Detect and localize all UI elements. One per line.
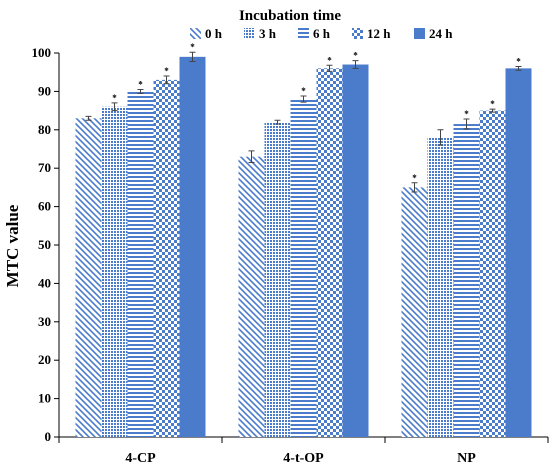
legend-label: 0 h [205,26,223,41]
error-bar [274,119,281,125]
legend-label: 6 h [313,26,331,41]
y-tick-label: 100 [32,45,52,60]
y-tick-label: 90 [38,83,51,98]
bar-4-CP-0h [75,118,102,437]
bar-4-t-OP-0h [238,156,265,437]
bar-4-t-OP-6h [290,99,317,437]
legend-title: Incubation time [239,8,341,24]
y-tick-label: 40 [38,275,51,290]
error-bar [111,102,118,112]
bar-4-t-OP-12h [316,68,343,438]
y-tick-label: 50 [38,237,51,252]
significance-marker: * [464,109,469,119]
error-bar [300,95,307,103]
error-bar [515,65,522,71]
error-bar [489,108,496,113]
error-bar [137,88,144,94]
error-bar [463,118,470,130]
bar-4-CP-12h [153,79,180,437]
legend-label: 3 h [259,26,277,41]
y-tick-label: 20 [38,352,51,367]
x-category-label: NP [457,451,476,466]
legend: 0 h 3 h 6 h 12 h 24 h [190,26,453,41]
bar-4-CP-3h [101,106,128,437]
x-category-label: 4-t-OP [283,451,324,466]
axes: 0 10 20 30 40 50 60 70 80 90 100 4-CP 4-t-OP NP [32,45,549,466]
y-axis-title: MTC value [3,204,22,287]
bar-NP-24h [505,68,532,438]
bar-NP-6h [453,124,480,437]
error-bar [411,182,418,193]
error-bar [85,115,92,121]
significance-marker: * [190,42,195,52]
bar-4-CP-24h [179,56,206,438]
legend-swatch [244,28,255,39]
significance-marker: * [353,51,358,61]
error-bar [163,75,170,85]
legend-swatch [352,28,363,39]
bar-NP-0h [401,187,428,437]
bar-4-CP-6h [127,91,154,438]
x-category-label: 4-CP [125,451,156,466]
significance-marker: * [138,79,143,89]
bar-4-t-OP-24h [342,64,369,438]
significance-marker: * [112,93,117,103]
y-tick-label: 70 [38,160,51,175]
error-bar [326,64,333,72]
bars: * * * * * * * * * * * [75,42,532,438]
y-tick-label: 80 [38,122,51,137]
error-bar [189,51,196,62]
significance-marker: * [164,66,169,76]
significance-marker: * [516,56,521,66]
significance-marker: * [490,99,495,109]
significance-marker: * [301,86,306,96]
bar-NP-3h [427,137,454,438]
y-tick-label: 30 [38,314,51,329]
legend-swatch [414,28,425,39]
legend-label: 24 h [429,26,453,41]
legend-label: 12 h [367,26,391,41]
legend-swatch [190,28,201,39]
error-bar [437,129,444,146]
error-bar [248,150,255,163]
significance-marker: * [327,55,332,65]
bar-NP-12h [479,110,506,437]
legend-swatch [298,28,309,39]
error-bar [352,60,359,69]
y-tick-label: 60 [38,199,51,214]
y-tick-label: 10 [38,391,51,406]
significance-marker: * [412,173,417,183]
y-tick-label: 0 [45,429,52,444]
bar-4-t-OP-3h [264,122,291,438]
